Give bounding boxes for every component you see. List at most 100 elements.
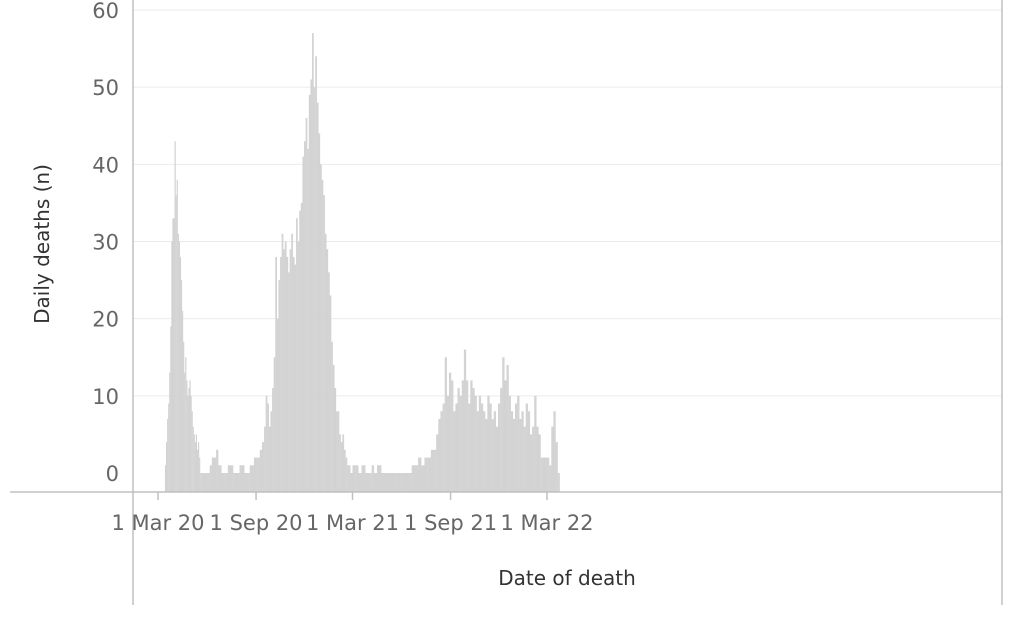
bar [180,280,183,492]
bar [347,465,351,492]
bar [324,233,327,492]
bar [553,411,556,492]
bar [508,395,511,492]
bar [313,87,316,493]
bar [196,449,199,492]
bar [171,241,173,492]
bar [474,395,477,492]
bar [267,403,269,492]
bar [343,449,346,492]
bar [296,218,298,492]
x-tick-label: 1 Sep 20 [210,511,303,535]
bar [504,380,507,492]
bar [281,233,284,492]
bar [280,256,282,492]
bar [292,256,295,492]
bar [544,457,548,492]
bar [257,457,260,492]
bar [337,411,340,492]
bar [299,210,301,492]
bar [218,465,222,492]
y-tick-label: 50 [92,76,119,100]
y-axis-title: Daily deaths (n) [30,164,54,324]
bar [184,372,186,492]
x-tick-label: 1 Sep 21 [404,511,497,535]
bar [371,465,374,492]
bar [297,241,300,492]
bar [407,473,412,492]
bar [489,403,492,492]
x-tick-label: 1 Mar 20 [111,511,204,535]
bar [534,395,537,492]
bar [480,403,484,492]
bar [557,473,560,492]
bar [355,465,359,492]
bar [318,133,321,492]
bar [455,403,458,492]
bar [497,403,501,492]
bar [328,272,330,492]
bar [164,465,167,492]
bar [203,473,208,492]
bar [523,426,526,492]
x-tick-label: 1 Mar 21 [306,511,399,535]
bar [389,473,396,492]
bar [175,195,177,492]
bar [305,118,308,493]
bar [192,426,194,492]
y-tick-label: 60 [92,0,119,23]
bar [352,465,356,492]
bar [284,241,287,492]
bar [461,380,465,492]
bar [186,380,188,492]
bar [272,388,274,492]
bar [167,418,169,492]
bar [472,388,475,492]
bar [316,102,319,492]
bar [549,465,552,492]
bar [304,141,306,493]
bar [278,280,281,492]
bar [446,395,450,492]
bar [512,418,516,492]
bar [451,380,454,492]
bar [188,388,190,492]
bar [350,473,353,492]
bar [195,434,198,492]
bar [385,473,390,492]
bar [268,426,271,492]
bar [326,249,329,492]
bar [216,449,219,492]
bar [485,418,488,492]
bar [321,179,324,492]
bar [361,465,366,492]
bar [538,434,541,492]
y-tick-label: 10 [92,385,119,409]
bar [286,256,289,492]
bar [457,388,460,492]
bar [547,457,550,492]
bar [525,403,528,492]
bar [270,411,273,492]
bar [442,403,445,492]
bar [233,473,240,492]
y-tick-label: 30 [92,230,119,254]
gridlines [133,9,1002,397]
bar [483,411,486,492]
bar [345,457,348,492]
bar [427,457,431,492]
bar [438,418,441,492]
bar [517,395,520,492]
bar [310,79,313,493]
bar [430,449,435,492]
bar [211,457,215,492]
bar [401,473,408,492]
x-tick-label: 1 Mar 22 [500,511,593,535]
bar [224,473,228,492]
bar [291,233,293,492]
bar [395,473,402,492]
bar [339,434,341,492]
bar [275,256,277,492]
bar [540,457,543,492]
